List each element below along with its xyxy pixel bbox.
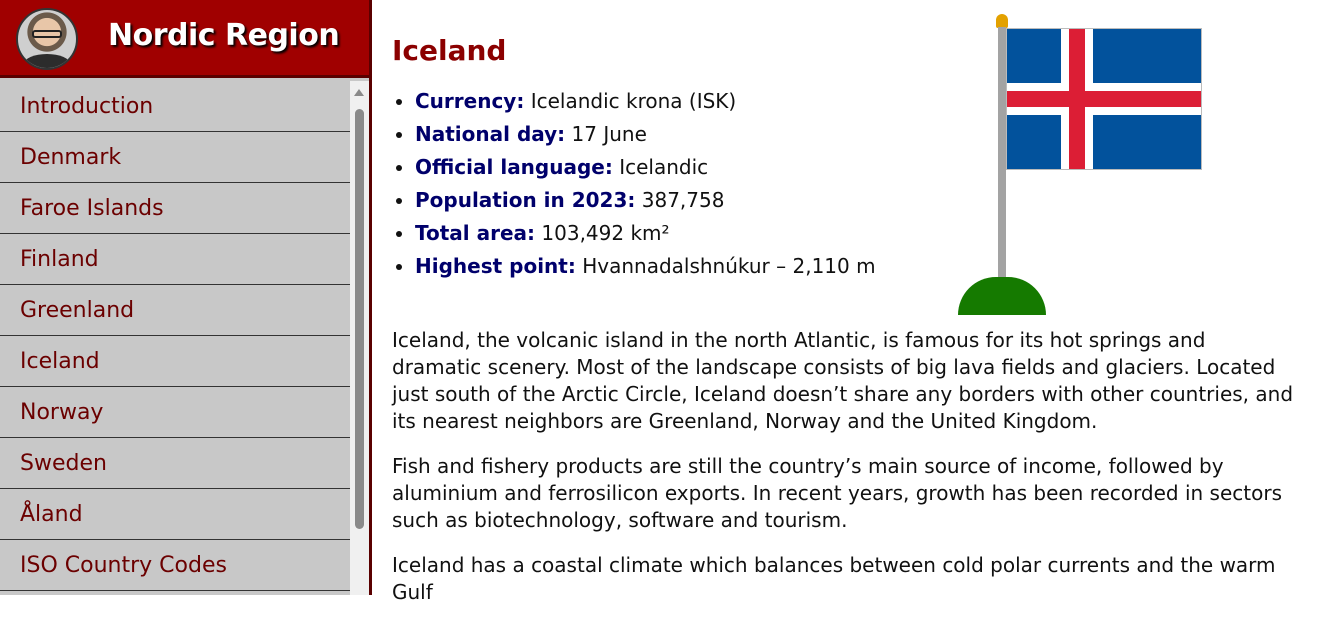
page-title: Iceland (392, 34, 507, 67)
fact-value: 387,758 (635, 188, 725, 212)
fact-label: Official language: (415, 155, 613, 179)
nav-item-iso-country-codes[interactable]: ISO Country Codes (0, 540, 350, 591)
sidebar-header: Nordic Region (0, 0, 369, 78)
avatar (16, 8, 78, 70)
grass-mound (958, 277, 1046, 315)
nav-item-greenland[interactable]: Greenland (0, 285, 350, 336)
fact-value: Icelandic krona (ISK) (524, 89, 737, 113)
sidebar-scrollbar[interactable] (350, 81, 369, 595)
fact-label: National day: (415, 122, 566, 146)
scrollbar-thumb[interactable] (355, 109, 364, 529)
fact-value: 103,492 km² (535, 221, 670, 245)
iceland-flag-icon (1006, 28, 1202, 170)
nav-item-introduction[interactable]: Introduction (0, 81, 350, 132)
fact-label: Highest point: (415, 254, 576, 278)
nav-item-sweden[interactable]: Sweden (0, 438, 350, 489)
fact-label: Total area: (415, 221, 536, 245)
sidebar: Nordic Region Introduction Denmark Faroe… (0, 0, 372, 595)
main-content: Iceland Currency: Icelandic krona (ISK) … (392, 0, 1302, 624)
flag-cross-red-horizontal (1007, 91, 1201, 107)
flagpole-finial (996, 14, 1008, 28)
fact-item-total-area: Total area: 103,492 km² (415, 217, 1302, 250)
fact-label: Population in 2023: (415, 188, 636, 212)
fact-item-population: Population in 2023: 387,758 (415, 184, 1302, 217)
facts-list: Currency: Icelandic krona (ISK) National… (392, 85, 1302, 283)
nav-item-aland[interactable]: Åland (0, 489, 350, 540)
fact-item-national-day: National day: 17 June (415, 118, 1302, 151)
sidebar-nav: Introduction Denmark Faroe Islands Finla… (0, 81, 350, 591)
fact-item-currency: Currency: Icelandic krona (ISK) (415, 85, 1302, 118)
site-title: Nordic Region (108, 18, 340, 53)
flagpole (998, 27, 1006, 297)
shirt-detail (24, 54, 70, 68)
paragraph-intro: Iceland, the volcanic island in the nort… (392, 328, 1294, 433)
fact-item-highest-point: Highest point: Hvannadalshnúkur – 2,110 … (415, 250, 1302, 283)
nav-item-finland[interactable]: Finland (0, 234, 350, 285)
fact-label: Currency: (415, 89, 525, 113)
nav-item-faroe-islands[interactable]: Faroe Islands (0, 183, 350, 234)
glasses-detail (32, 30, 62, 38)
nav-item-norway[interactable]: Norway (0, 387, 350, 438)
flag-illustration (958, 14, 1208, 316)
fact-item-official-language: Official language: Icelandic (415, 151, 1302, 184)
nav-item-denmark[interactable]: Denmark (0, 132, 350, 183)
paragraph-economy: Fish and fishery products are still the … (392, 454, 1282, 532)
paragraph-climate: Iceland has a coastal climate which bala… (392, 553, 1276, 604)
nav-item-iceland[interactable]: Iceland (0, 336, 350, 387)
fact-value: 17 June (565, 122, 647, 146)
fact-value: Hvannadalshnúkur – 2,110 m (575, 254, 876, 278)
scroll-up-arrow-icon[interactable] (354, 89, 364, 96)
fact-value: Icelandic (612, 155, 709, 179)
